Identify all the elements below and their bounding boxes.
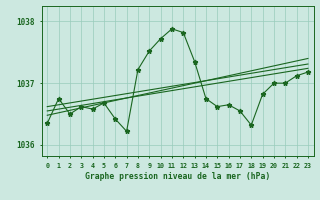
X-axis label: Graphe pression niveau de la mer (hPa): Graphe pression niveau de la mer (hPa) bbox=[85, 172, 270, 181]
